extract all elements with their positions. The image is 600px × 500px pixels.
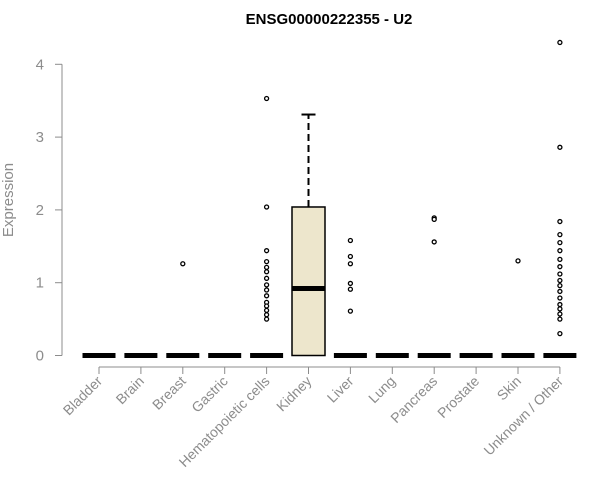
outlier-point: [347, 237, 354, 244]
outlier-point: [263, 269, 270, 275]
outlier-point: [557, 264, 563, 270]
category-label: Brain: [113, 373, 147, 407]
outlier-point: [263, 293, 270, 299]
outlier-point: [557, 288, 563, 295]
outlier-point: [263, 282, 270, 288]
outlier-point: [263, 316, 270, 322]
category-label: Pancreas: [387, 373, 440, 426]
outlier-point: [347, 308, 354, 314]
outlier-point: [263, 264, 270, 271]
outlier-point: [431, 216, 437, 223]
outlier-point: [263, 307, 270, 314]
y-tick-label: 4: [36, 56, 44, 73]
outlier-point: [557, 240, 563, 246]
outlier-point: [347, 253, 354, 260]
category-label: Breast: [149, 373, 189, 413]
box-group: [166, 261, 200, 358]
outlier-point: [557, 232, 563, 238]
outlier-point: [557, 277, 563, 284]
category-label: Kidney: [273, 373, 315, 415]
outlier-point: [180, 261, 186, 267]
outlier-point: [515, 258, 521, 264]
outlier-point: [263, 95, 270, 102]
outlier-point: [557, 282, 563, 289]
box-group: [250, 95, 284, 358]
outlier-point: [557, 331, 563, 337]
category-label: Bladder: [60, 373, 106, 419]
category-label: Skin: [494, 373, 525, 404]
axes: 0 1 2 3 4: [36, 56, 560, 368]
outlier-point: [263, 312, 270, 318]
outlier-point: [557, 218, 563, 225]
outlier-point: [263, 275, 270, 281]
box-iqr: [291, 206, 326, 357]
outlier-point: [557, 306, 563, 312]
y-tick-label: 1: [36, 275, 44, 292]
outlier-point: [347, 280, 354, 287]
outlier-point: [557, 301, 563, 308]
outlier-point: [557, 271, 563, 277]
outlier-point: [557, 39, 563, 46]
category-label: Lung: [365, 373, 398, 406]
y-tick-label: 3: [36, 129, 44, 146]
y-tick-label: 2: [36, 202, 44, 219]
box-group: [417, 215, 451, 358]
outlier-point: [431, 239, 437, 245]
box-group: [333, 237, 367, 358]
outlier-point: [263, 287, 270, 293]
outlier-point: [557, 311, 563, 317]
box-group: [501, 258, 535, 358]
chart-title: ENSG00000222355 - U2: [246, 11, 413, 28]
outlier-point: [347, 261, 354, 267]
y-axis-label: Expression: [0, 163, 17, 237]
category-label: Liver: [324, 373, 357, 406]
outlier-point: [347, 286, 354, 292]
box-group: [543, 39, 577, 358]
outlier-point: [557, 316, 563, 322]
category-label: Prostate: [434, 373, 482, 421]
outlier-point: [263, 204, 270, 210]
outlier-point: [263, 303, 270, 309]
outlier-point: [557, 256, 563, 263]
category-label: Unknown / Other: [480, 373, 566, 459]
outlier-point: [263, 258, 270, 265]
y-tick-label: 0: [36, 348, 44, 365]
outlier-point: [263, 248, 270, 254]
outlier-point: [557, 144, 563, 150]
box-series: [82, 39, 577, 358]
box-group: [291, 113, 326, 357]
outlier-point: [557, 248, 563, 254]
outlier-point: [557, 295, 563, 301]
